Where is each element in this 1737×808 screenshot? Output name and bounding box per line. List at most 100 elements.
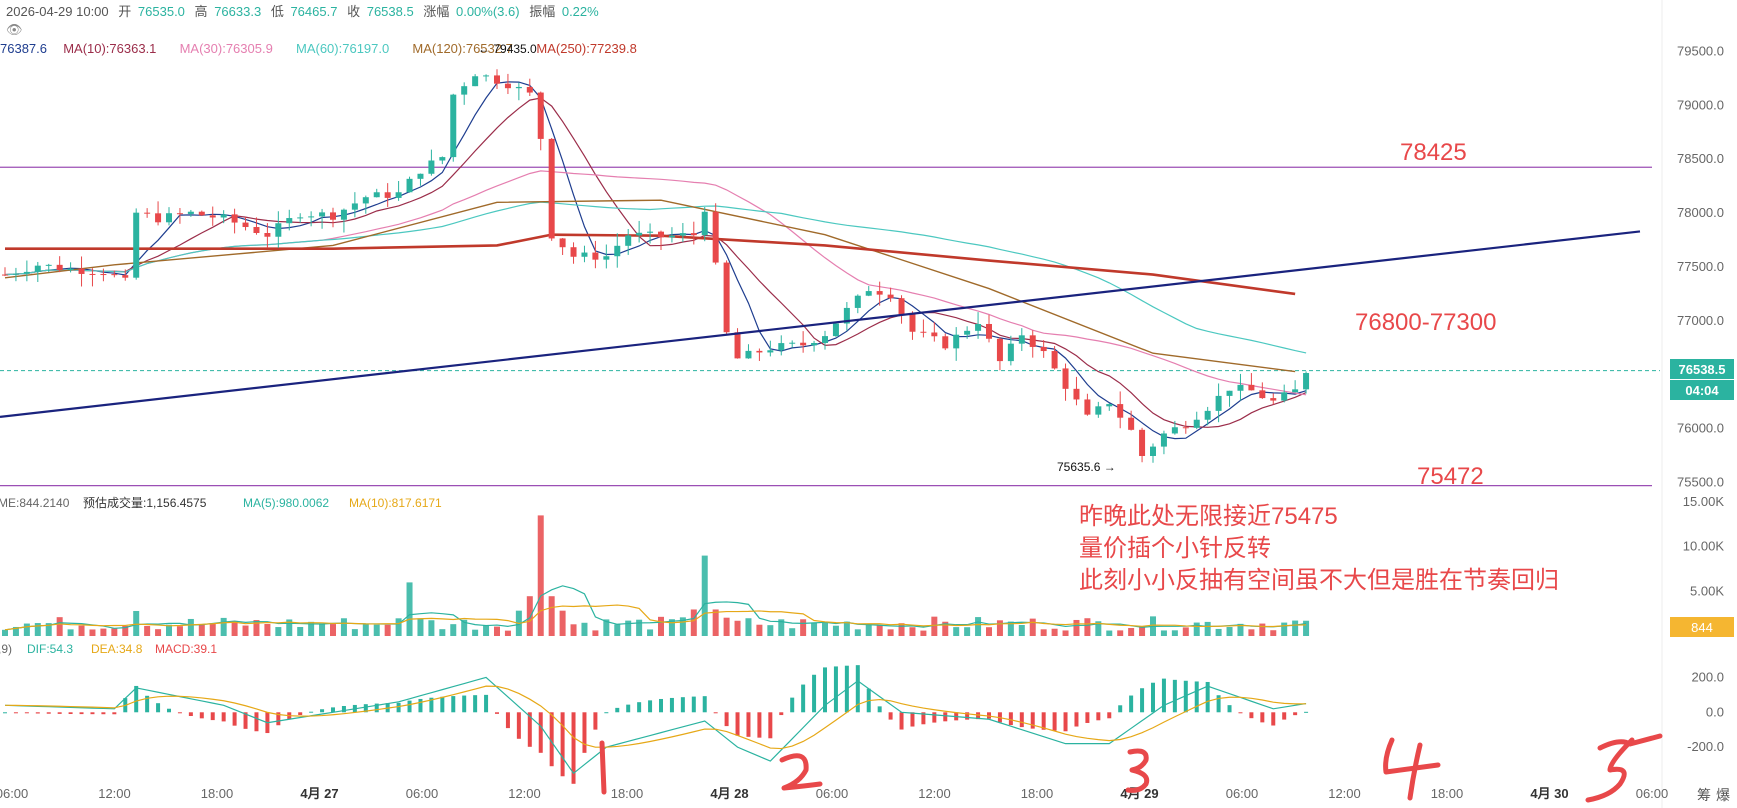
macd-histogram-bar bbox=[254, 712, 259, 732]
candle-body bbox=[865, 291, 872, 296]
candle-body bbox=[209, 215, 216, 218]
candle-body bbox=[78, 268, 85, 274]
volume-bar bbox=[1237, 623, 1244, 636]
candle-body bbox=[822, 336, 828, 343]
volume-bar bbox=[308, 621, 315, 636]
macd-histogram-bar bbox=[101, 712, 106, 715]
macd-histogram-bar bbox=[899, 712, 904, 730]
macd-histogram-bar bbox=[713, 712, 718, 714]
volume-legend: ME:844.2140 预估成交量:1,156.4575 MA(5):980.006… bbox=[0, 495, 442, 510]
time-tick-label: 4月 30 bbox=[1530, 786, 1568, 801]
volume-bar bbox=[122, 625, 129, 636]
macd-histogram-bar bbox=[801, 684, 806, 713]
volume-bar bbox=[395, 618, 402, 636]
macd-axis: 200.0 0.0 -200.0 bbox=[1687, 669, 1724, 754]
candle-body bbox=[1215, 395, 1222, 411]
annotation-line-1: 昨晚此处无限接近75475 bbox=[1079, 503, 1338, 530]
candle-body bbox=[187, 211, 194, 214]
volume-bar bbox=[909, 627, 916, 636]
candle-body bbox=[647, 231, 654, 233]
macd-histogram-bar bbox=[669, 697, 674, 713]
volume-bar bbox=[526, 596, 533, 636]
candle-body bbox=[472, 76, 479, 87]
macd-histogram-bar bbox=[571, 712, 576, 784]
candle-body bbox=[800, 342, 807, 346]
macd-histogram-bar bbox=[505, 712, 510, 729]
volume-bar bbox=[1292, 620, 1299, 636]
volume-bar bbox=[1106, 630, 1113, 636]
handwritten-numbers bbox=[599, 733, 1663, 803]
macd-histogram-bar bbox=[320, 709, 325, 713]
volume-bar bbox=[242, 625, 249, 636]
current-price-tag: 76538.5 bbox=[1679, 362, 1726, 377]
candle-body bbox=[996, 338, 1003, 362]
volume-bar bbox=[111, 628, 118, 636]
candle-body bbox=[428, 160, 435, 174]
volume-bar bbox=[887, 629, 894, 636]
price-axis: 79500.0 79000.0 78500.0 78000.0 77500.0 77000… bbox=[1661, 0, 1724, 808]
volume-bar bbox=[362, 623, 369, 636]
macd-histogram-bar bbox=[1030, 712, 1035, 729]
candle-body bbox=[231, 214, 238, 223]
volume-bar bbox=[1259, 623, 1266, 636]
candle-body bbox=[1029, 335, 1036, 347]
corner-label-2[interactable]: 爆 bbox=[1716, 787, 1730, 803]
macd-histogram-bar bbox=[1085, 712, 1090, 723]
price-tick-label: 76000.0 bbox=[1677, 421, 1724, 436]
volume-bar bbox=[1117, 630, 1124, 636]
volume-bar bbox=[144, 625, 151, 636]
volume-bar bbox=[876, 625, 883, 636]
volume-bar bbox=[800, 619, 807, 636]
macd-histogram-bar bbox=[1008, 712, 1013, 726]
time-tick-label: 18:00 bbox=[201, 786, 234, 801]
macd-histogram-bar bbox=[1063, 712, 1068, 732]
candle-body bbox=[45, 264, 52, 266]
candle-body bbox=[592, 252, 599, 260]
macd-histogram-bar bbox=[309, 711, 314, 713]
macd-histogram-bar bbox=[90, 712, 95, 715]
volume-bar bbox=[483, 624, 490, 636]
candle-body bbox=[1051, 351, 1058, 369]
volume-bar bbox=[89, 629, 96, 636]
macd-histogram-bar bbox=[855, 665, 860, 713]
volume-bar bbox=[264, 623, 271, 636]
candle-body bbox=[34, 265, 41, 272]
eye-icon[interactable]: 👁 bbox=[6, 22, 23, 37]
volume-bar bbox=[472, 629, 479, 636]
volume-bar bbox=[614, 624, 621, 636]
volume-bar bbox=[953, 627, 960, 636]
candle-body bbox=[625, 235, 632, 246]
ma-line bbox=[5, 233, 1296, 296]
candle-body bbox=[264, 233, 271, 237]
macd-histogram-bar bbox=[1041, 712, 1046, 730]
macd-histogram-bar bbox=[1227, 705, 1232, 713]
macd-histogram-bar bbox=[24, 712, 29, 714]
annotation-line-2: 量价插个小针反转 bbox=[1079, 535, 1271, 562]
price-tick-label: 79000.0 bbox=[1677, 97, 1724, 112]
candle-body bbox=[373, 192, 380, 198]
volume-bar bbox=[231, 621, 238, 636]
macd-histogram-bar bbox=[615, 707, 620, 713]
corner-label-1[interactable]: 筹 bbox=[1697, 787, 1711, 803]
candle-body bbox=[964, 330, 971, 335]
volume-bar bbox=[133, 610, 140, 636]
candle-body bbox=[887, 294, 894, 299]
candle-body bbox=[111, 274, 118, 276]
candle-body bbox=[12, 273, 19, 275]
macd-histogram-bar bbox=[1118, 705, 1123, 713]
candle-body bbox=[931, 332, 938, 337]
macd-histogram-bar bbox=[167, 708, 171, 713]
candle-body bbox=[395, 192, 402, 198]
time-tick-label: 4月 27 bbox=[300, 786, 338, 801]
volume-bar bbox=[931, 616, 938, 636]
volume-bar bbox=[1193, 622, 1200, 636]
current-price-tag-bg bbox=[1670, 359, 1734, 379]
volume-bar bbox=[1204, 621, 1211, 636]
candles bbox=[2, 69, 1310, 463]
macd-histogram-bar bbox=[1282, 712, 1287, 720]
candle-body bbox=[756, 350, 763, 353]
candle-body bbox=[909, 314, 916, 332]
volume-bar bbox=[1040, 629, 1047, 636]
volume-bar bbox=[548, 596, 555, 636]
